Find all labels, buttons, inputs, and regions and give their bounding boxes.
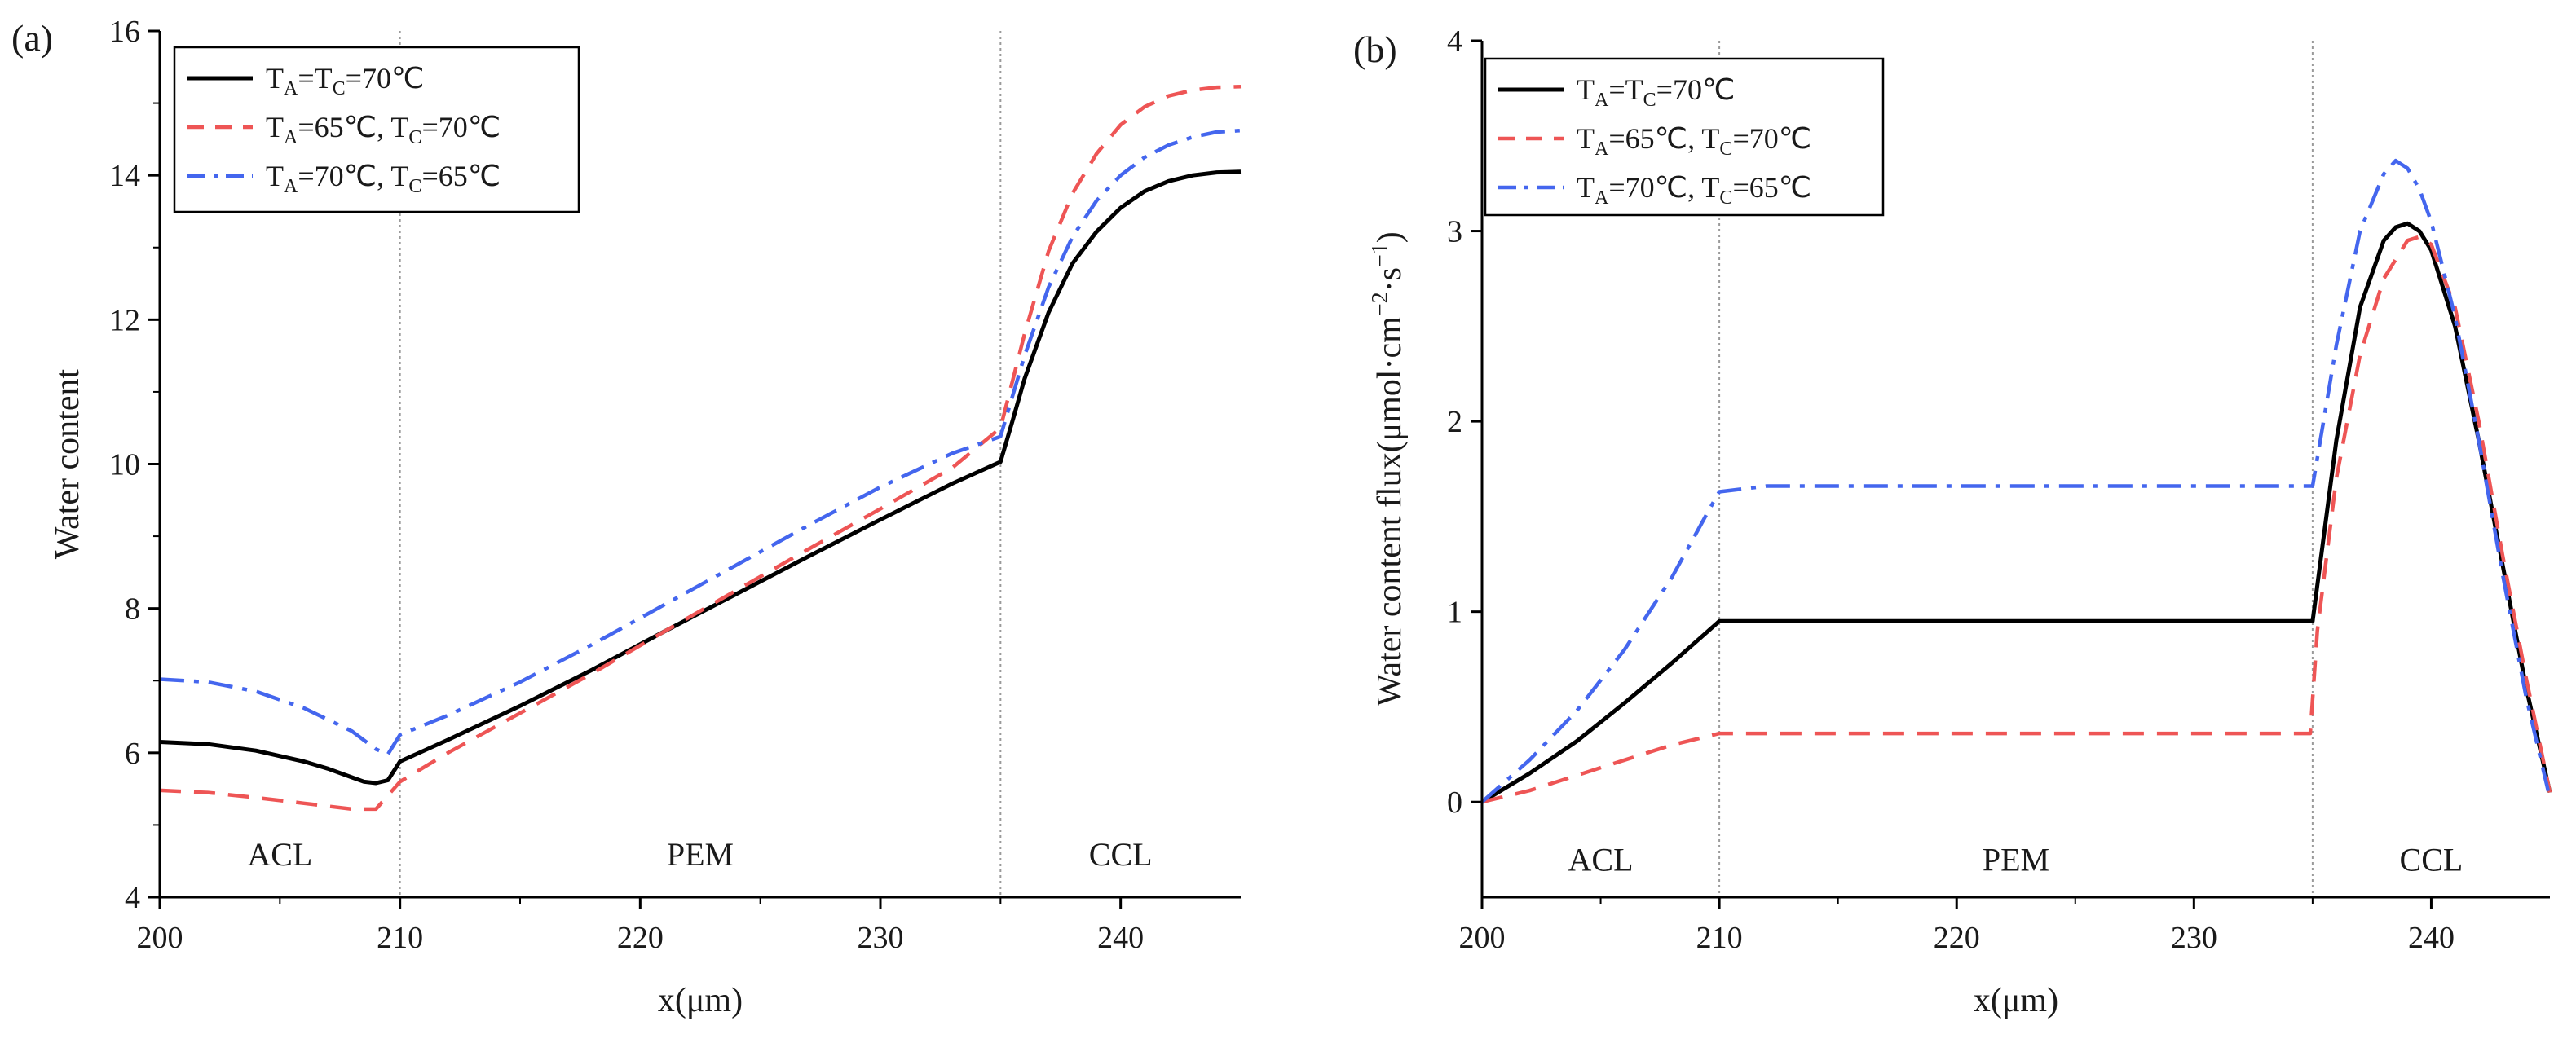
- legend-subscript: C: [1719, 139, 1732, 160]
- x-tick-label: 210: [377, 921, 423, 955]
- y-tick-label: 1: [1447, 596, 1462, 630]
- chart-panel-a: 200 210 220 230 240 4 6 8 10 12 14 16 ACL PEM CCL (a) x(…: [11, 15, 1242, 1019]
- y-tick-label: 2: [1447, 405, 1462, 439]
- y-axis-title-part: ): [1371, 231, 1409, 243]
- x-tick-label: 220: [617, 921, 664, 955]
- y-axis-title: Water content flux(μmol·cm−2·s−1): [1368, 231, 1409, 706]
- x-tick-label: 200: [137, 921, 183, 955]
- legend-text-part: =T: [1608, 73, 1643, 106]
- series-line-1: [159, 169, 1242, 786]
- legend-text-part: =T: [298, 62, 332, 95]
- legend-subscript: C: [333, 78, 346, 99]
- x-tick-label: 240: [2408, 921, 2455, 955]
- legend-text-part: =70℃, T: [298, 160, 408, 192]
- y-tick-label: 10: [109, 448, 140, 482]
- x-tick-label: 210: [1696, 921, 1743, 955]
- legend-text-part: T: [266, 62, 284, 95]
- legend-text-part: =70℃: [346, 62, 425, 95]
- legend-subscript: C: [408, 127, 421, 148]
- legend-subscript: A: [1595, 90, 1609, 111]
- series-line-2: [159, 84, 1242, 812]
- legend-text-part: T: [1577, 171, 1595, 204]
- legend: TA=TC=70℃TA=65℃, TC=70℃TA=70℃, TC=65℃: [1484, 57, 1885, 217]
- x-axis-title: x(μm): [658, 982, 743, 1019]
- y-tick-label: 16: [109, 15, 140, 49]
- legend-box: [173, 46, 580, 213]
- legend-subscript: A: [1595, 139, 1609, 160]
- legend-label-3: TA=70℃, TC=65℃: [266, 160, 501, 197]
- region-label-pem: PEM: [667, 836, 734, 873]
- x-tick-label: 240: [1097, 921, 1144, 955]
- y-tick-label: 14: [109, 159, 140, 193]
- x-axis-title: x(μm): [1974, 982, 2058, 1019]
- series-line-3: [159, 128, 1242, 756]
- y-axis-title-part: ·s: [1371, 267, 1409, 292]
- y-axis-title-superscript: −1: [1368, 243, 1393, 267]
- legend-subscript: A: [284, 127, 298, 148]
- legend-subscript: A: [1595, 187, 1609, 209]
- legend-text-part: =65℃, T: [1608, 122, 1719, 155]
- y-tick-label: 8: [125, 592, 140, 627]
- legend-label-1: TA=TC=70℃: [1577, 73, 1735, 111]
- y-tick-label: 12: [109, 303, 140, 337]
- x-tick-label: 220: [1934, 921, 1980, 955]
- y-axis-title: Water content: [49, 369, 86, 560]
- series-line-1: [1480, 221, 2552, 804]
- legend-text-part: =65℃, T: [298, 111, 408, 143]
- y-tick-label: 3: [1447, 215, 1462, 249]
- legend-subscript: C: [408, 176, 421, 197]
- x-tick-label: 230: [858, 921, 904, 955]
- series-line-3: [1480, 158, 2552, 803]
- region-label-acl: ACL: [1568, 841, 1634, 878]
- region-label-acl: ACL: [247, 836, 312, 873]
- legend-label-1: TA=TC=70℃: [266, 62, 424, 99]
- x-tick-label: 200: [1459, 921, 1506, 955]
- region-label-ccl: CCL: [1089, 836, 1153, 873]
- legend-text-part: =70℃: [1732, 122, 1811, 155]
- panel-label: (b): [1353, 29, 1397, 70]
- legend-text-part: T: [266, 111, 284, 143]
- legend-text-part: =70℃: [1656, 73, 1736, 106]
- x-tick-label: 230: [2171, 921, 2217, 955]
- legend-subscript: C: [1719, 187, 1732, 209]
- region-label-ccl: CCL: [2400, 841, 2464, 878]
- region-label-pem: PEM: [1983, 841, 2049, 878]
- legend-text-part: T: [1577, 73, 1595, 106]
- legend-text-part: =70℃, T: [1608, 171, 1719, 204]
- y-axis-title-superscript: −2: [1368, 292, 1393, 316]
- y-tick-label: 4: [125, 881, 140, 915]
- y-tick-label: 4: [1447, 24, 1462, 59]
- legend: TA=TC=70℃TA=65℃, TC=70℃TA=70℃, TC=65℃: [173, 46, 580, 213]
- series-line-2: [1481, 235, 2552, 804]
- y-tick-label: 6: [125, 737, 140, 771]
- legend-subscript: A: [284, 78, 298, 99]
- legend-label-2: TA=65℃, TC=70℃: [1577, 122, 1811, 160]
- legend-text-part: T: [266, 160, 284, 192]
- panel-label: (a): [11, 17, 53, 59]
- legend-text-part: T: [1577, 122, 1595, 155]
- legend-subscript: C: [1643, 90, 1656, 111]
- legend-label-2: TA=65℃, TC=70℃: [266, 111, 501, 148]
- y-tick-label: 0: [1447, 786, 1462, 820]
- chart-panel-b: 200 210 220 230 240 0 1 2 3 4 ACL PEM CCL (b) x(μm) Wat…: [1353, 24, 2552, 1019]
- legend-text-part: =65℃: [421, 160, 501, 192]
- legend-label-3: TA=70℃, TC=65℃: [1577, 171, 1811, 209]
- y-axis-title-part: Water content flux(μmol·cm: [1371, 316, 1409, 706]
- legend-text-part: =65℃: [1732, 171, 1811, 204]
- legend-subscript: A: [284, 176, 298, 197]
- legend-text-part: =70℃: [421, 111, 501, 143]
